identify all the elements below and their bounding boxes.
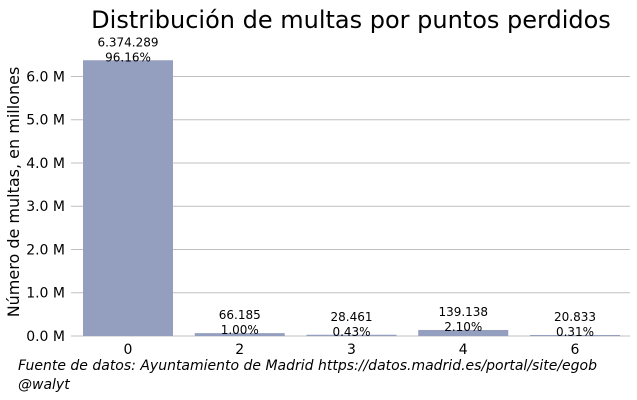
y-tick-label: 5.0 M [26,113,65,129]
bar [418,329,509,336]
y-tick-label: 0.0 M [26,329,65,345]
value-label: 66.185 [219,308,261,322]
x-tick-label: 0 [124,342,133,358]
value-label: 20.833 [554,310,596,324]
y-axis-label: Número de multas, en millones [4,67,23,318]
percent-label: 96.16% [105,50,151,64]
percent-label: 2.10% [444,320,482,334]
x-tick-label: 3 [347,342,356,358]
value-label: 28.461 [331,310,373,324]
bar [194,333,285,336]
x-axis-ticks: 0 2 3 4 6 [124,342,580,358]
bars [83,60,620,336]
y-tick-label: 4.0 M [26,156,65,172]
y-axis-ticks: 0.0 M 1.0 M 2.0 M 3.0 M 4.0 M 5.0 M 6.0 M [26,69,65,345]
x-tick-label: 4 [459,342,468,358]
percent-label: 0.43% [332,325,370,339]
author-credit: @walyt [18,377,70,393]
bar [530,335,620,336]
y-tick-label: 6.0 M [26,69,65,85]
chart-title: Distribución de multas por puntos perdid… [91,6,611,34]
x-tick-label: 2 [235,342,244,358]
percent-label: 1.00% [221,323,259,337]
bar [83,60,173,336]
value-label: 139.138 [438,305,488,319]
bar [306,334,397,336]
percent-label: 0.31% [556,325,594,339]
y-tick-label: 2.0 M [26,242,65,258]
y-tick-label: 3.0 M [26,199,65,215]
source-note: Fuente de datos: Ayuntamiento de Madrid … [18,358,597,374]
x-tick-label: 6 [571,342,580,358]
y-tick-label: 1.0 M [26,286,65,302]
value-label: 6.374.289 [97,35,158,49]
